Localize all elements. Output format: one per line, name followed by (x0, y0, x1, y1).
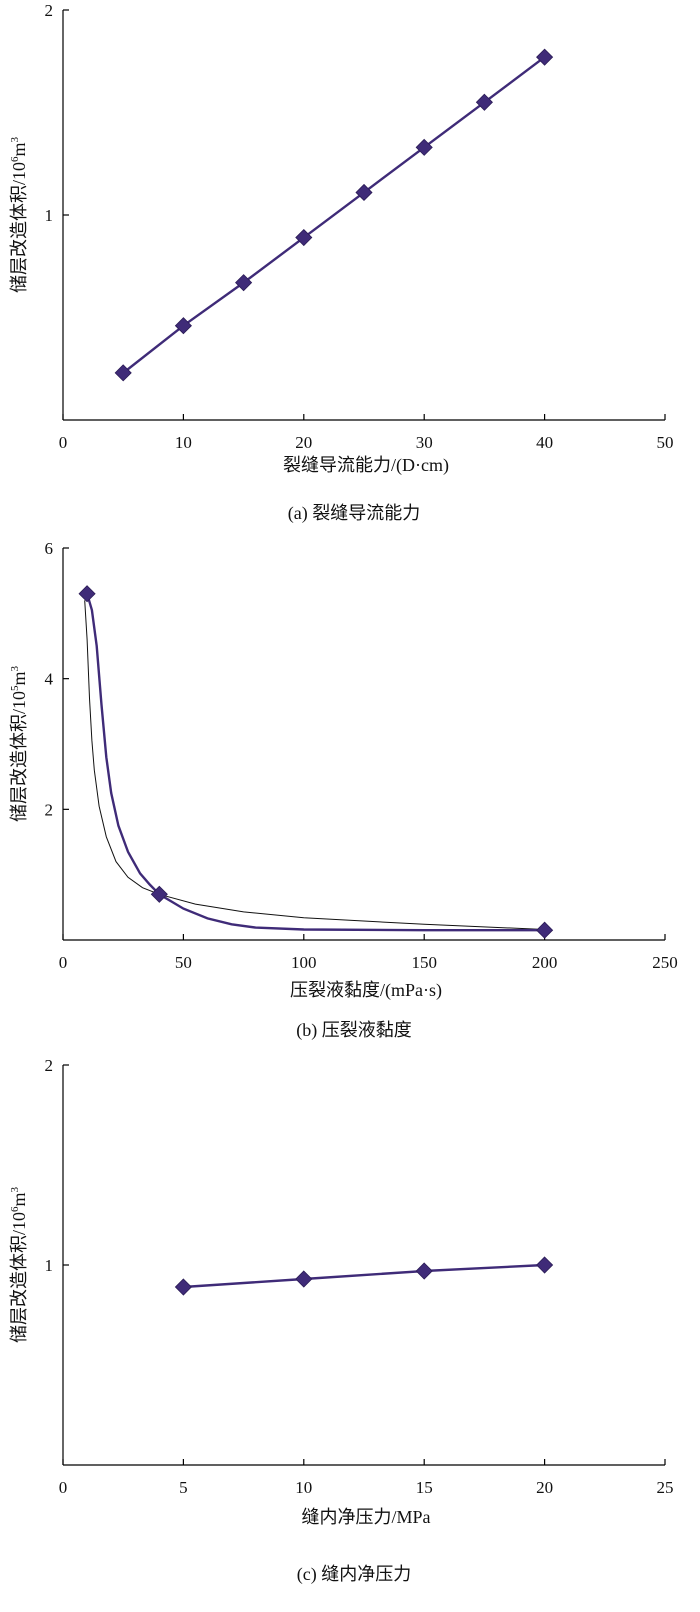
y-axis-title: 储层改造体积/106m3 (9, 136, 29, 293)
series-line (122, 56, 546, 374)
chart-a: 0 10 20 30 40 50 1 2 裂缝导流能力/(D·cm) 储层改造体积/106m3 (a… (9, 1, 674, 524)
y-axis-title-unit-exponent: 3 (9, 665, 21, 671)
series-line (183, 1263, 545, 1289)
y-tick-label: 1 (45, 206, 54, 225)
y-tick-label: 4 (45, 670, 54, 689)
y-tick-label: 2 (45, 1056, 54, 1075)
data-point-marker (415, 138, 433, 156)
x-tick-label: 15 (416, 1478, 433, 1497)
y-tick-label: 1 (45, 1256, 54, 1275)
y-tick-label: 2 (45, 800, 54, 819)
x-axis-title: 压裂液黏度/(mPa·s) (290, 980, 442, 1001)
x-tick-label: 100 (291, 953, 317, 972)
x-tick-label: 200 (532, 953, 558, 972)
x-axis-title: 缝内净压力/MPa (301, 1507, 430, 1527)
data-point-marker (536, 1256, 554, 1274)
figure-caption: (b) 压裂液黏度 (296, 1020, 412, 1041)
x-tick-label: 50 (175, 953, 192, 972)
data-point-marker (114, 364, 132, 382)
data-point-marker (355, 183, 373, 202)
y-axis-title: 储层改造体积/106m3 (9, 1186, 29, 1343)
y-axis-title-unit: m (9, 671, 29, 685)
x-tick-label: 10 (175, 433, 192, 452)
y-tick-label: 6 (45, 539, 54, 558)
x-tick-label: 250 (652, 953, 678, 972)
x-tick-label: 50 (657, 433, 674, 452)
y-axis-title-main: 储层改造体积/10 (9, 162, 29, 293)
x-tick-label: 30 (416, 433, 433, 452)
y-axis-title-unit-exponent: 3 (9, 1186, 21, 1192)
x-tick-label: 0 (59, 953, 68, 972)
data-point-marker (150, 885, 168, 903)
y-axis-title-unit-exponent: 3 (9, 136, 21, 142)
figure-caption: (a) 裂缝导流能力 (288, 503, 420, 524)
data-point-marker (78, 585, 96, 603)
x-tick-label: 10 (295, 1478, 312, 1497)
data-point-marker (295, 1270, 313, 1288)
data-point-marker (174, 317, 192, 335)
fit-curve (84, 600, 545, 930)
x-tick-label: 40 (536, 433, 553, 452)
data-point-marker (536, 921, 554, 939)
y-axis-title-main: 储层改造体积/10 (9, 1212, 29, 1343)
x-tick-label: 20 (295, 433, 312, 452)
chart-b: 0 50 100 150 200 250 2 4 6 压裂液黏度/(mPa·s) 储层改造体积/10… (9, 539, 678, 1041)
data-point-marker (295, 228, 313, 247)
figure-caption: (c) 缝内净压力 (297, 1564, 411, 1585)
y-axis-title-exponent: 6 (9, 156, 21, 162)
y-axis-title-exponent: 5 (9, 685, 21, 691)
y-axis-title-unit: m (9, 1192, 29, 1206)
x-tick-label: 0 (59, 1478, 68, 1497)
data-point-marker (475, 93, 493, 111)
x-tick-label: 25 (657, 1478, 674, 1497)
x-tick-label: 5 (179, 1478, 188, 1497)
data-point-marker (235, 274, 253, 292)
y-tick-label: 2 (45, 1, 54, 20)
x-axis-title: 裂缝导流能力/(D·cm) (283, 455, 449, 476)
y-axis-title-exponent: 6 (9, 1206, 21, 1212)
data-point-marker (174, 1278, 192, 1296)
x-tick-label: 20 (536, 1478, 553, 1497)
y-axis-title: 储层改造体积/105m3 (9, 665, 29, 822)
series-line (85, 593, 545, 932)
data-point-marker (415, 1262, 433, 1280)
x-tick-label: 0 (59, 433, 68, 452)
x-tick-label: 150 (411, 953, 437, 972)
y-axis-title-unit: m (9, 142, 29, 156)
data-point-marker (536, 48, 554, 66)
chart-c: 0 5 10 15 20 25 1 2 缝内净压力/MPa 储层改造体积/106m3 (c) 缝内净… (9, 1056, 674, 1585)
y-axis-title-main: 储层改造体积/10 (9, 691, 29, 822)
